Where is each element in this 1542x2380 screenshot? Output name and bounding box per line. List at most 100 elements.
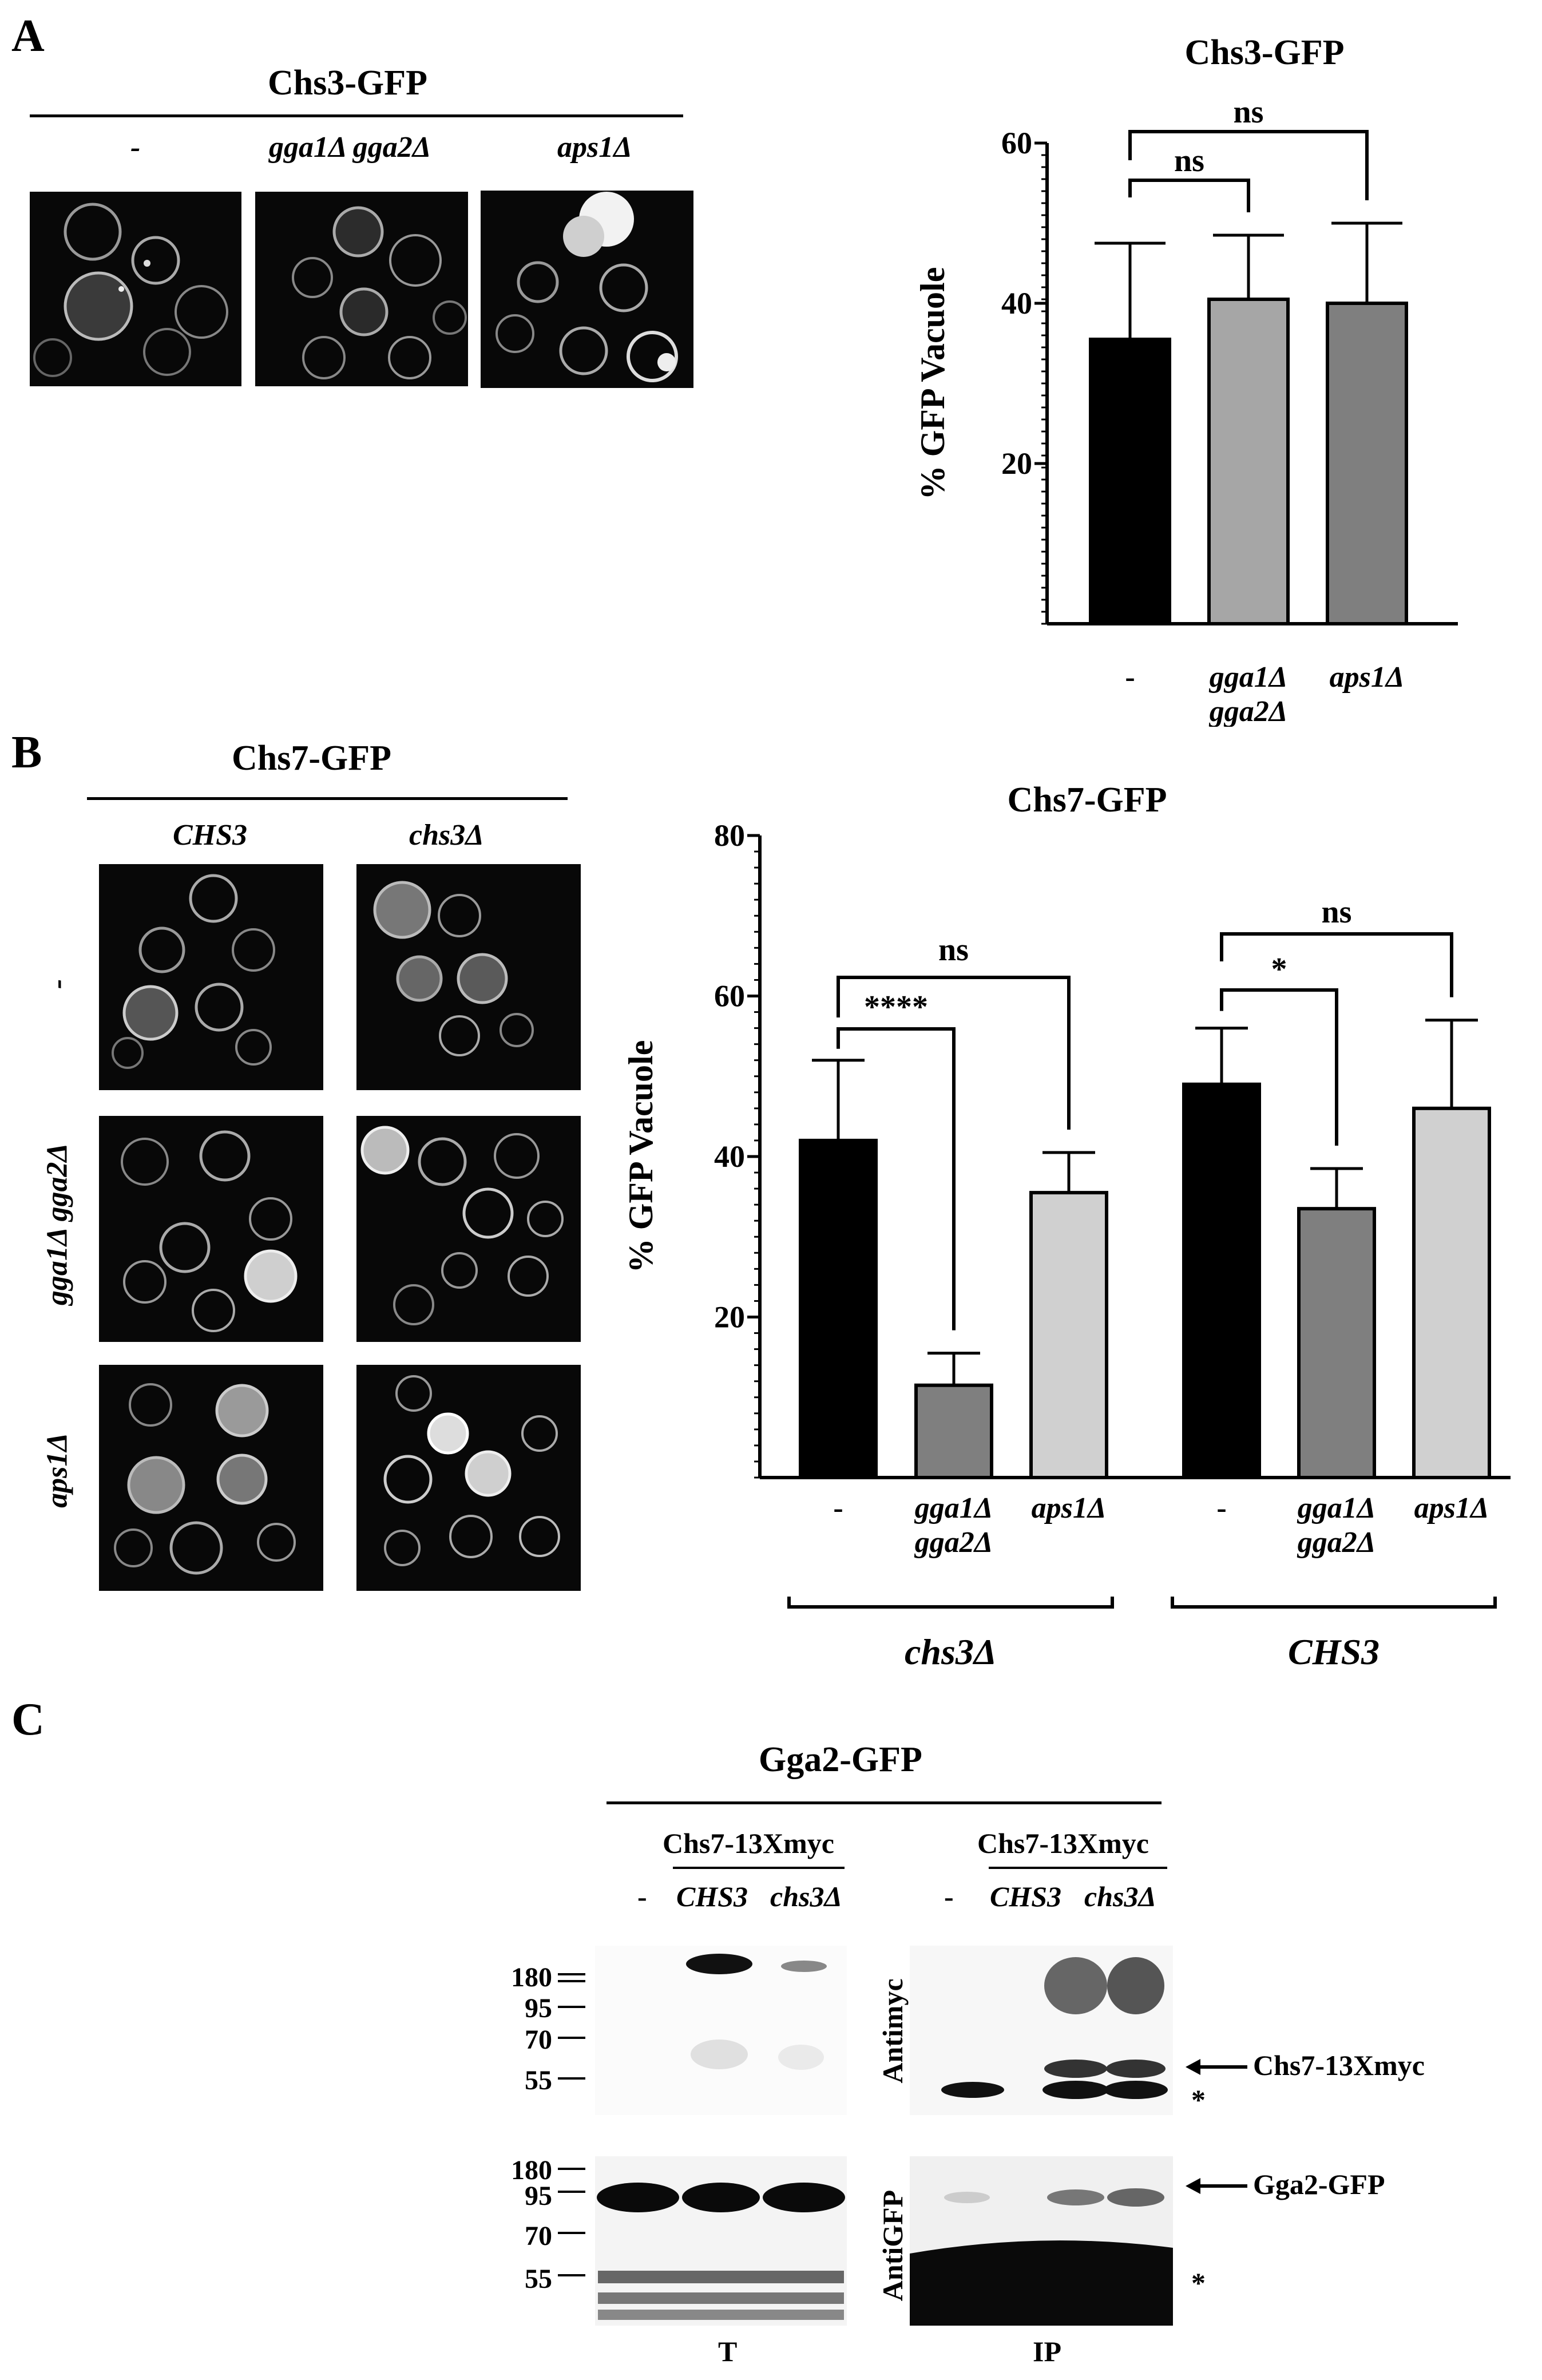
panel-a-col-label-3: aps1Δ bbox=[557, 131, 632, 164]
fraction-ip-label: IP bbox=[1033, 2335, 1061, 2367]
panel-c-title: Gga2-GFP bbox=[759, 1740, 922, 1779]
panel-a-col-label-1: - bbox=[130, 131, 141, 164]
bar bbox=[1297, 1207, 1376, 1479]
mw-bot-180: 180 bbox=[511, 2155, 552, 2185]
panel-a-col-label-2: gga1Δ gga2Δ bbox=[269, 131, 431, 164]
y-tick-label: 60 bbox=[714, 979, 745, 1013]
chart-title: Chs3-GFP bbox=[1185, 33, 1345, 72]
blot-antimyc-total bbox=[595, 1946, 847, 2115]
group-bracket bbox=[1171, 1597, 1497, 1609]
construct-label-t: Chs7-13Xmyc bbox=[663, 1827, 834, 1859]
panel-b-row-label-2: gga1Δ gga2Δ bbox=[41, 1143, 74, 1306]
y-axis-label: % GFP Vacuole bbox=[622, 1040, 660, 1273]
x-tick-label: gga2Δ bbox=[1297, 1526, 1376, 1559]
significance-bracket bbox=[837, 976, 1071, 1130]
bar bbox=[1207, 298, 1290, 625]
lane-ip-3: chs3Δ bbox=[1084, 1880, 1156, 1912]
mw-top-ticks bbox=[558, 1973, 585, 2080]
blot-antimyc-ip bbox=[910, 1946, 1173, 2115]
panel-c-title-rule bbox=[607, 1801, 1162, 1804]
fraction-total-label: T bbox=[718, 2335, 738, 2367]
arrow-gga2-icon bbox=[1186, 2178, 1247, 2194]
mw-bot-70: 70 bbox=[525, 2221, 552, 2251]
significance-label: **** bbox=[864, 989, 928, 1025]
x-tick-label: aps1Δ bbox=[1330, 661, 1405, 694]
bar bbox=[1182, 1082, 1261, 1479]
construct-rule-t bbox=[673, 1867, 845, 1869]
micrograph-b-chs3-gga bbox=[99, 1116, 323, 1342]
y-tick-label: 40 bbox=[1001, 286, 1032, 320]
bar bbox=[1326, 302, 1408, 625]
y-tick-label: 60 bbox=[1001, 126, 1032, 160]
lane-ip-1: - bbox=[944, 1880, 954, 1912]
bar bbox=[914, 1383, 993, 1480]
y-tick-label: 20 bbox=[1001, 446, 1032, 481]
x-tick-label: gga1Δ bbox=[914, 1492, 993, 1524]
micrograph-b-chs3del-gga bbox=[356, 1116, 581, 1342]
bar bbox=[799, 1138, 878, 1479]
asterisk-bottom: * bbox=[1191, 2267, 1206, 2299]
micrograph-b-chs3del-wt bbox=[356, 864, 581, 1090]
significance-bracket bbox=[1128, 130, 1369, 200]
significance-bracket bbox=[1220, 932, 1453, 997]
mw-bot-55: 55 bbox=[525, 2264, 552, 2294]
significance-bracket bbox=[1128, 179, 1250, 212]
mw-top-55: 55 bbox=[525, 2065, 552, 2096]
antibody-antimyc-label: Antimyc bbox=[877, 1978, 909, 2084]
lane-t-1: - bbox=[637, 1880, 647, 1912]
significance-label: ns bbox=[938, 932, 969, 968]
bar bbox=[1029, 1191, 1108, 1479]
y-tick-label: 80 bbox=[714, 818, 745, 853]
asterisk-top: * bbox=[1191, 2084, 1206, 2116]
micrograph-b-chs3del-aps bbox=[356, 1365, 581, 1591]
panel-b-row-label-3: aps1Δ bbox=[41, 1433, 74, 1508]
panel-b-row-label-1: - bbox=[41, 979, 74, 989]
arrow-label-chs7: Chs7-13Xmyc bbox=[1253, 2049, 1425, 2081]
lane-ip-2: CHS3 bbox=[990, 1880, 1062, 1912]
significance-label: * bbox=[1271, 952, 1287, 987]
significance-bracket bbox=[1220, 988, 1338, 1146]
construct-rule-ip bbox=[989, 1867, 1167, 1869]
group-label: CHS3 bbox=[1288, 1631, 1380, 1672]
micrograph-b-chs3-wt bbox=[99, 864, 323, 1090]
micrograph-b-chs3-aps bbox=[99, 1365, 323, 1591]
x-tick-label: - bbox=[1125, 661, 1135, 694]
panel-a-micro-rule bbox=[30, 114, 683, 117]
mw-bot-ticks bbox=[558, 2168, 585, 2276]
mw-top-95: 95 bbox=[525, 1993, 552, 2023]
x-tick-label: gga1Δ bbox=[1297, 1492, 1376, 1524]
panel-b-col-label-1: CHS3 bbox=[173, 819, 248, 852]
panel-b-letter: B bbox=[11, 727, 42, 778]
group-bracket bbox=[787, 1597, 1114, 1609]
x-tick-label: aps1Δ bbox=[1414, 1492, 1489, 1524]
arrow-chs7-icon bbox=[1186, 2059, 1247, 2075]
significance-label: ns bbox=[1174, 143, 1204, 179]
group-label: chs3Δ bbox=[905, 1631, 997, 1672]
y-tick-label: 40 bbox=[714, 1139, 745, 1174]
lane-t-3: chs3Δ bbox=[770, 1880, 842, 1912]
bar bbox=[1089, 338, 1171, 625]
x-tick-label: - bbox=[1216, 1492, 1226, 1524]
x-tick-label: gga2Δ bbox=[1209, 695, 1288, 727]
arrow-label-gga2: Gga2-GFP bbox=[1253, 2168, 1385, 2200]
x-tick-label: gga2Δ bbox=[914, 1526, 993, 1559]
panel-a-micro-title: Chs3-GFP bbox=[268, 64, 427, 102]
y-tick-label: 20 bbox=[714, 1300, 745, 1334]
mw-top-70: 70 bbox=[525, 2025, 552, 2055]
significance-bracket bbox=[837, 1027, 956, 1330]
chart-title: Chs7-GFP bbox=[1008, 781, 1167, 819]
panel-b-micro-rule bbox=[87, 797, 568, 800]
significance-label: ns bbox=[1234, 94, 1264, 130]
bar bbox=[1412, 1106, 1491, 1479]
mw-top-180: 180 bbox=[511, 1962, 552, 1993]
panel-a-letter: A bbox=[11, 11, 45, 61]
micrograph-a-gga bbox=[255, 192, 468, 386]
micrograph-a-wt bbox=[30, 192, 241, 386]
lane-t-2: CHS3 bbox=[676, 1880, 748, 1912]
blot-antigfp-ip bbox=[910, 2156, 1173, 2326]
construct-label-ip: Chs7-13Xmyc bbox=[977, 1827, 1149, 1859]
blot-antigfp-total bbox=[595, 2156, 847, 2326]
panel-b-col-label-2: chs3Δ bbox=[409, 819, 484, 852]
